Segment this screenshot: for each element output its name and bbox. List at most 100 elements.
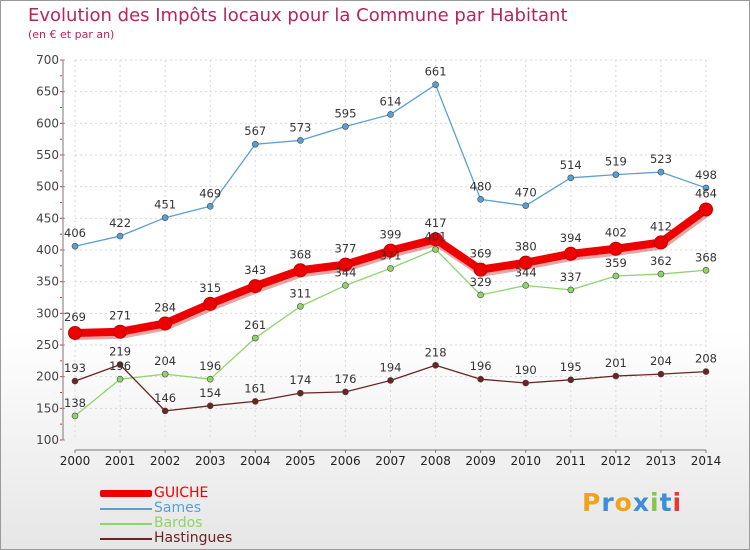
data-label-guiche: 343: [244, 263, 266, 277]
data-label-bardos: 261: [244, 318, 266, 332]
y-tick-label: 250: [36, 338, 59, 352]
data-label-hastingues: 174: [289, 373, 311, 387]
logo-letter: i: [672, 488, 683, 517]
data-label-sames: 469: [199, 186, 221, 200]
data-label-guiche: 271: [109, 309, 131, 323]
logo-letter: t: [659, 488, 673, 517]
chart-title: Evolution des Impôts locaux pour la Comm…: [28, 5, 568, 26]
data-point-bardos: [387, 265, 394, 272]
legend-label-sames: Sames: [154, 500, 202, 516]
data-label-sames: 595: [334, 107, 356, 121]
legend-swatch-hastingues: [100, 538, 152, 540]
y-tick-label: 700: [36, 53, 59, 67]
data-point-sames: [206, 203, 214, 210]
y-tick-label: 600: [36, 116, 59, 130]
data-point-guiche: [338, 257, 353, 272]
data-point-hastingues: [116, 361, 124, 368]
data-point-bardos: [567, 286, 575, 294]
data-label-guiche: 380: [515, 240, 537, 254]
x-tick-label: 2005: [285, 454, 316, 468]
x-tick-label: 2008: [420, 454, 451, 468]
data-point-bardos: [432, 246, 439, 253]
data-label-sames: 480: [470, 179, 492, 193]
data-label-guiche: 377: [334, 242, 356, 256]
data-point-sames: [387, 111, 394, 118]
x-tick-label: 2004: [240, 454, 271, 468]
data-point-hastingues: [297, 389, 304, 397]
data-label-bardos: 362: [650, 254, 672, 268]
data-label-sames: 573: [289, 120, 311, 134]
y-tick-label: 200: [36, 370, 59, 384]
data-label-guiche: 394: [560, 231, 582, 245]
data-label-hastingues: 190: [515, 363, 537, 377]
data-label-sames: 406: [64, 226, 86, 240]
data-point-bardos: [657, 270, 665, 278]
data-label-guiche: 464: [695, 186, 717, 200]
data-point-hastingues: [161, 407, 169, 415]
data-label-hastingues: 195: [560, 360, 582, 374]
data-label-hastingues: 201: [605, 356, 627, 370]
data-point-hastingues: [657, 370, 665, 378]
x-tick-label: 2013: [646, 454, 677, 468]
data-point-guiche: [383, 243, 398, 258]
data-point-guiche: [158, 316, 173, 331]
data-label-bardos: 196: [199, 359, 221, 373]
proxiti-logo: Proxiti: [582, 488, 682, 517]
data-point-bardos: [71, 412, 79, 420]
chart-subtitle: (en € et par an): [28, 28, 115, 41]
data-label-bardos: 196: [109, 359, 131, 373]
x-tick-label: 2009: [465, 454, 496, 468]
data-point-guiche: [293, 263, 308, 278]
data-label-sames: 498: [695, 168, 717, 182]
data-point-bardos: [251, 334, 259, 342]
legend-label-guiche: GUICHE: [154, 485, 209, 501]
data-label-hastingues: 161: [244, 381, 266, 395]
data-point-sames: [71, 242, 79, 250]
data-point-sames: [522, 202, 530, 209]
legend-swatch-bardos: [100, 523, 152, 525]
data-point-hastingues: [522, 379, 530, 387]
logo-letter: x: [632, 488, 650, 517]
data-label-guiche: 399: [380, 228, 402, 242]
logo-letter: o: [614, 488, 633, 517]
data-label-hastingues: 219: [109, 345, 131, 359]
x-tick-label: 2002: [150, 454, 181, 468]
data-point-hastingues: [567, 376, 575, 384]
data-label-bardos: 311: [289, 286, 311, 300]
data-label-bardos: 344: [515, 265, 537, 279]
data-point-guiche: [248, 279, 263, 294]
data-label-hastingues: 176: [334, 372, 356, 386]
data-label-bardos: 401: [425, 229, 447, 243]
data-point-hastingues: [702, 368, 710, 375]
data-point-sames: [432, 81, 439, 88]
data-point-hastingues: [612, 372, 620, 380]
data-point-guiche: [518, 255, 533, 270]
data-label-bardos: 337: [560, 270, 582, 284]
data-label-sames: 614: [380, 94, 402, 108]
data-point-guiche: [203, 296, 218, 311]
data-point-guiche: [113, 324, 128, 339]
data-point-bardos: [702, 266, 710, 274]
data-point-guiche: [653, 235, 668, 250]
data-point-hastingues: [251, 398, 259, 405]
data-label-hastingues: 196: [470, 359, 492, 373]
data-point-hastingues: [432, 361, 439, 369]
data-point-sames: [657, 168, 665, 176]
y-tick-label: 650: [36, 85, 59, 99]
data-point-guiche: [608, 241, 623, 256]
data-point-bardos: [477, 291, 484, 299]
data-label-guiche: 315: [199, 281, 221, 295]
data-point-sames: [477, 196, 484, 203]
data-point-guiche: [428, 232, 443, 247]
data-label-hastingues: 208: [695, 352, 717, 366]
data-label-guiche: 417: [425, 216, 447, 230]
data-label-bardos: 329: [470, 275, 492, 289]
data-point-bardos: [297, 303, 304, 310]
data-label-sames: 470: [515, 186, 537, 200]
data-point-guiche: [699, 202, 713, 217]
data-label-bardos: 359: [605, 256, 627, 270]
y-tick-label: 500: [36, 180, 59, 194]
data-label-sames: 523: [650, 152, 672, 166]
data-label-sames: 567: [244, 124, 266, 138]
